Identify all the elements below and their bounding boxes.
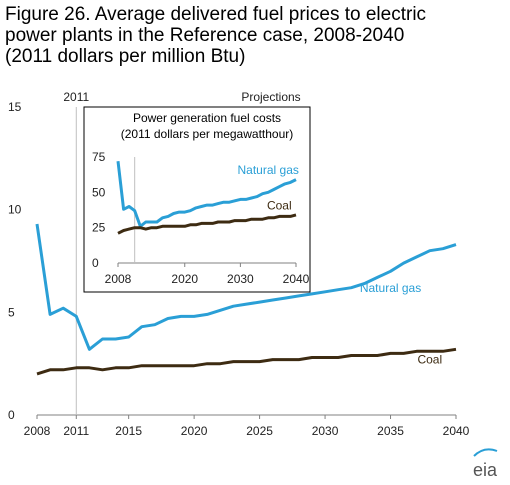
annotation-2011: 2011 [63, 90, 89, 104]
inset-y-tick-label: 50 [92, 185, 106, 199]
main-series-label-coal: Coal [417, 353, 442, 367]
eia-logo: eia [473, 448, 498, 480]
inset-line-natural-gas [116, 161, 297, 228]
eia-logo-swoosh [473, 448, 498, 457]
inset-subtitle: (2011 dollars per megawatthour) [121, 127, 294, 141]
main-x-tick-label: 2040 [443, 424, 470, 438]
inset-series-lines [116, 161, 297, 235]
inset-x-tick-label: 2040 [283, 272, 310, 286]
inset-x-tick-label: 2008 [105, 272, 132, 286]
inset-x-tick-label: 2020 [171, 272, 198, 286]
main-line-natural-gas [35, 223, 457, 351]
main-x-tick-label: 2035 [377, 424, 404, 438]
chart-title-line-2: power plants in the Reference case, 2008… [5, 25, 405, 46]
main-x-tick-label: 2011 [63, 424, 89, 438]
main-x-tick-label: 2025 [246, 424, 273, 438]
main-axes [36, 107, 457, 419]
eia-logo-text: eia [473, 460, 498, 480]
main-line-coal [36, 347, 457, 376]
main-chart-labels: 0 5 10 15 2008 2011 2015 2020 2025 2030 2035 2040 20… [8, 90, 470, 438]
main-x-tick-label: 2030 [312, 424, 339, 438]
inset-y-tick-label: 0 [92, 256, 99, 270]
main-y-tick-label: 5 [8, 305, 15, 319]
chart-title-line-3: (2011 dollars per million Btu) [5, 46, 246, 67]
main-y-tick-label: 15 [8, 100, 22, 114]
chart-title: Figure 26. Average delivered fuel prices… [5, 4, 505, 67]
inset-series-label-coal: Coal [267, 198, 292, 212]
chart-title-line-1: Figure 26. Average delivered fuel prices… [5, 4, 427, 25]
main-y-tick-label: 0 [8, 408, 15, 422]
main-x-tick-label: 2015 [115, 424, 142, 438]
annotation-projections: Projections [241, 90, 300, 104]
main-x-tick-label: 2008 [24, 424, 51, 438]
inset-series-label-natural-gas: Natural gas [238, 163, 299, 177]
inset-x-tick-label: 2030 [227, 272, 254, 286]
inset-y-tick-label: 75 [92, 150, 106, 164]
inset-chart-labels: 0 25 50 75 2008 2020 2030 2040 Natural gas Coal [92, 150, 310, 286]
inset-chart-frame [83, 106, 311, 293]
main-series-lines [35, 223, 457, 376]
main-series-label-natural-gas: Natural gas [360, 281, 421, 295]
main-x-tick-label: 2020 [181, 424, 208, 438]
inset-y-tick-label: 25 [92, 221, 106, 235]
inset-line-coal [117, 213, 297, 235]
inset-title: Power generation fuel costs [133, 111, 281, 125]
main-y-tick-label: 10 [8, 203, 22, 217]
